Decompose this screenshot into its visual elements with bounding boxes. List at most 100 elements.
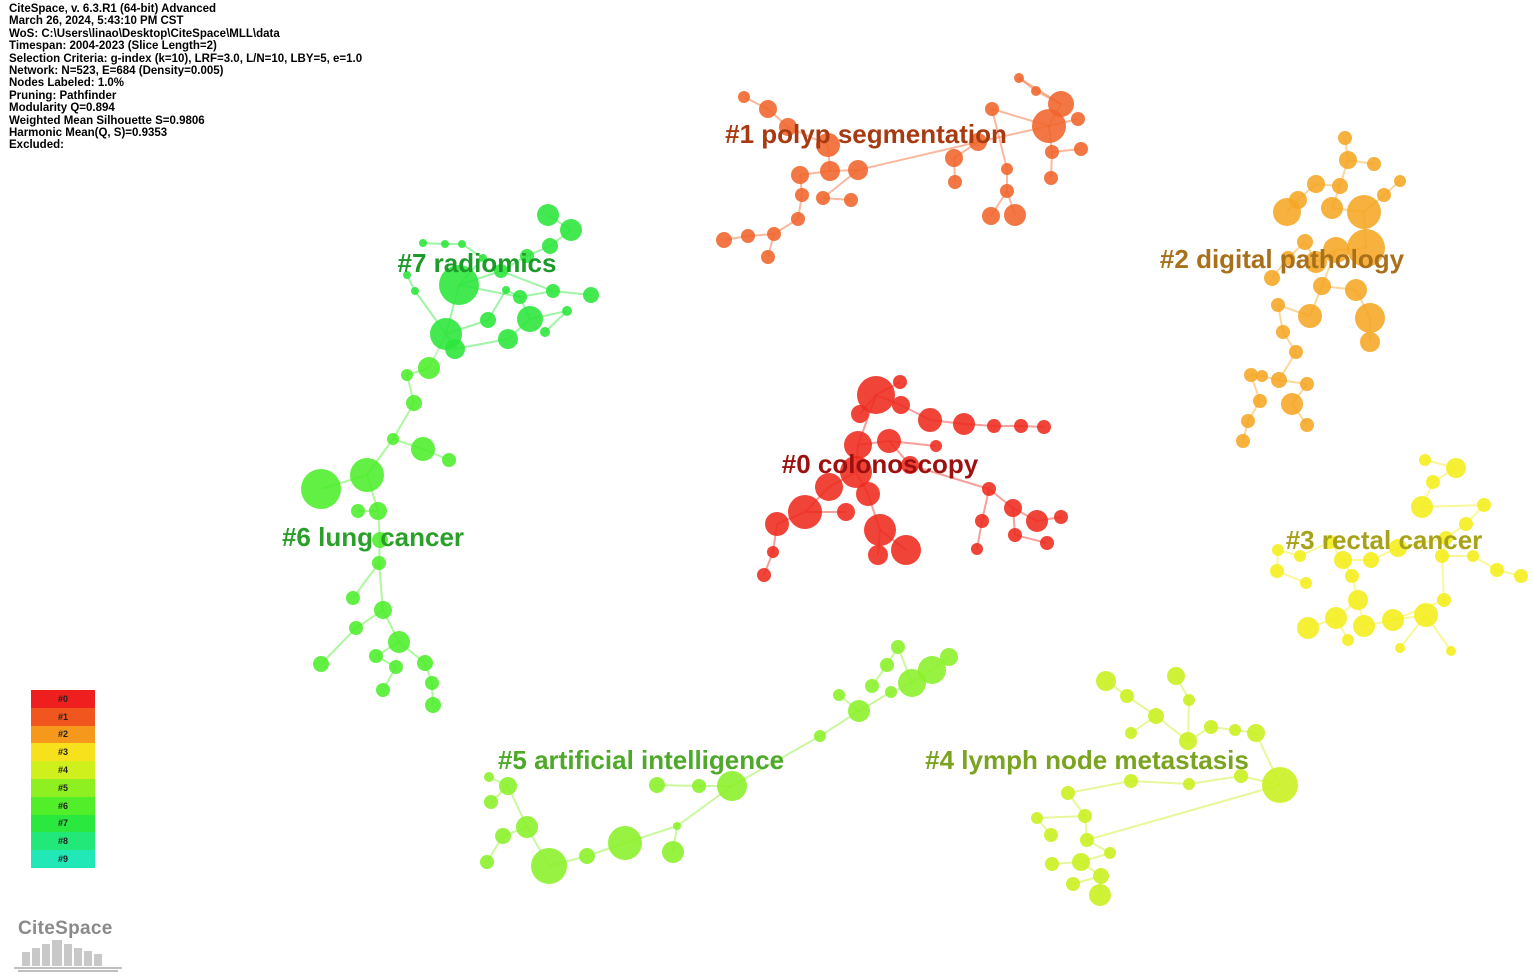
cluster-7-node[interactable] [403, 271, 411, 279]
cluster-7-node[interactable] [498, 329, 518, 349]
cluster-5-node[interactable] [814, 730, 826, 742]
cluster-3-node[interactable] [1389, 539, 1407, 557]
cluster-2-node[interactable] [1313, 277, 1331, 295]
cluster-5-node[interactable] [579, 848, 595, 864]
cluster-2-node[interactable] [1394, 175, 1406, 187]
cluster-0-node[interactable] [765, 512, 789, 536]
cluster-3-node[interactable] [1446, 646, 1456, 656]
cluster-0-node[interactable] [856, 482, 880, 506]
cluster-1-node[interactable] [767, 227, 781, 241]
cluster-0-node[interactable] [987, 419, 1001, 433]
cluster-7-node[interactable] [520, 249, 534, 263]
cluster-6-node[interactable] [388, 631, 410, 653]
cluster-2-node[interactable] [1241, 414, 1255, 428]
cluster-0-node[interactable] [893, 375, 907, 389]
cluster-1-node[interactable] [1071, 112, 1085, 126]
cluster-2-node[interactable] [1271, 372, 1287, 388]
cluster-5-node[interactable] [940, 648, 958, 666]
cluster-0-node[interactable] [953, 413, 975, 435]
cluster-3-node[interactable] [1437, 593, 1451, 607]
cluster-1-node[interactable] [945, 149, 963, 167]
cluster-3-node[interactable] [1323, 535, 1337, 549]
cluster-6-node[interactable] [369, 649, 383, 663]
cluster-1-node[interactable] [820, 161, 840, 181]
cluster-5-node[interactable] [833, 689, 845, 701]
cluster-2-node[interactable] [1332, 178, 1348, 194]
cluster-5-node[interactable] [495, 828, 511, 844]
cluster-1-node[interactable] [982, 207, 1000, 225]
cluster-4-node[interactable] [1072, 853, 1090, 871]
cluster-4-node[interactable] [1247, 724, 1265, 742]
cluster-7-node[interactable] [562, 306, 572, 316]
cluster-6-node[interactable] [346, 591, 360, 605]
cluster-6-node[interactable] [313, 656, 329, 672]
cluster-4-node[interactable] [1089, 884, 1111, 906]
cluster-0-node[interactable] [1004, 499, 1022, 517]
cluster-4-node[interactable] [1104, 847, 1116, 859]
cluster-6-node[interactable] [349, 621, 363, 635]
cluster-5-node[interactable] [898, 669, 926, 697]
cluster-2-node[interactable] [1256, 370, 1268, 382]
cluster-3-node[interactable] [1435, 549, 1449, 563]
cluster-4-node[interactable] [1124, 774, 1138, 788]
cluster-2-node[interactable] [1253, 394, 1267, 408]
cluster-1-node[interactable] [844, 193, 858, 207]
cluster-4-node[interactable] [1120, 689, 1134, 703]
cluster-1-node[interactable] [741, 229, 755, 243]
cluster-5-node[interactable] [531, 848, 567, 884]
cluster-3-node[interactable] [1270, 564, 1284, 578]
cluster-4-node[interactable] [1061, 786, 1075, 800]
cluster-1-node[interactable] [761, 250, 775, 264]
cluster-5-node[interactable] [480, 855, 494, 869]
cluster-1-node[interactable] [716, 232, 732, 248]
cluster-2-node[interactable] [1360, 332, 1380, 352]
cluster-0-node[interactable] [901, 456, 919, 474]
cluster-7-node[interactable] [494, 264, 508, 278]
cluster-6-node[interactable] [411, 437, 435, 461]
cluster-1-node[interactable] [948, 175, 962, 189]
cluster-1-node[interactable] [1032, 109, 1066, 143]
cluster-0-node[interactable] [930, 440, 942, 452]
cluster-6-node[interactable] [351, 504, 365, 518]
cluster-1-node[interactable] [795, 188, 809, 202]
cluster-4-node[interactable] [1031, 812, 1043, 824]
cluster-3-node[interactable] [1414, 603, 1438, 627]
cluster-0-node[interactable] [757, 568, 771, 582]
cluster-5-node[interactable] [865, 679, 879, 693]
cluster-3-node[interactable] [1353, 615, 1375, 637]
cluster-0-node[interactable] [892, 396, 910, 414]
cluster-6-node[interactable] [350, 458, 384, 492]
cluster-5-node[interactable] [499, 777, 517, 795]
cluster-4-node[interactable] [1204, 720, 1218, 734]
cluster-0-node[interactable] [982, 482, 996, 496]
cluster-7-node[interactable] [560, 219, 582, 241]
cluster-0-node[interactable] [975, 514, 989, 528]
cluster-7-node[interactable] [542, 238, 558, 254]
cluster-0-node[interactable] [815, 473, 843, 501]
cluster-4-node[interactable] [1167, 667, 1185, 685]
cluster-1-node[interactable] [1000, 184, 1014, 198]
cluster-2-node[interactable] [1276, 325, 1290, 339]
cluster-1-node[interactable] [1014, 73, 1024, 83]
cluster-7-node[interactable] [480, 312, 496, 328]
cluster-4-node[interactable] [1148, 708, 1164, 724]
cluster-7-node[interactable] [419, 239, 427, 247]
cluster-7-node[interactable] [439, 265, 479, 305]
cluster-3-node[interactable] [1334, 551, 1352, 569]
cluster-0-node[interactable] [868, 545, 888, 565]
cluster-3-node[interactable] [1467, 550, 1479, 562]
cluster-7-node[interactable] [458, 240, 466, 248]
cluster-0-node[interactable] [1014, 419, 1028, 433]
cluster-3-node[interactable] [1363, 552, 1379, 568]
cluster-2-node[interactable] [1236, 434, 1250, 448]
cluster-0-node[interactable] [891, 535, 921, 565]
cluster-1-node[interactable] [1031, 86, 1041, 96]
cluster-5-node[interactable] [717, 771, 747, 801]
cluster-6-node[interactable] [425, 697, 441, 713]
cluster-4-node[interactable] [1066, 877, 1080, 891]
cluster-1-node[interactable] [1001, 163, 1013, 175]
cluster-5-node[interactable] [484, 795, 498, 809]
cluster-4-node[interactable] [1045, 857, 1059, 871]
cluster-1-node[interactable] [759, 100, 777, 118]
